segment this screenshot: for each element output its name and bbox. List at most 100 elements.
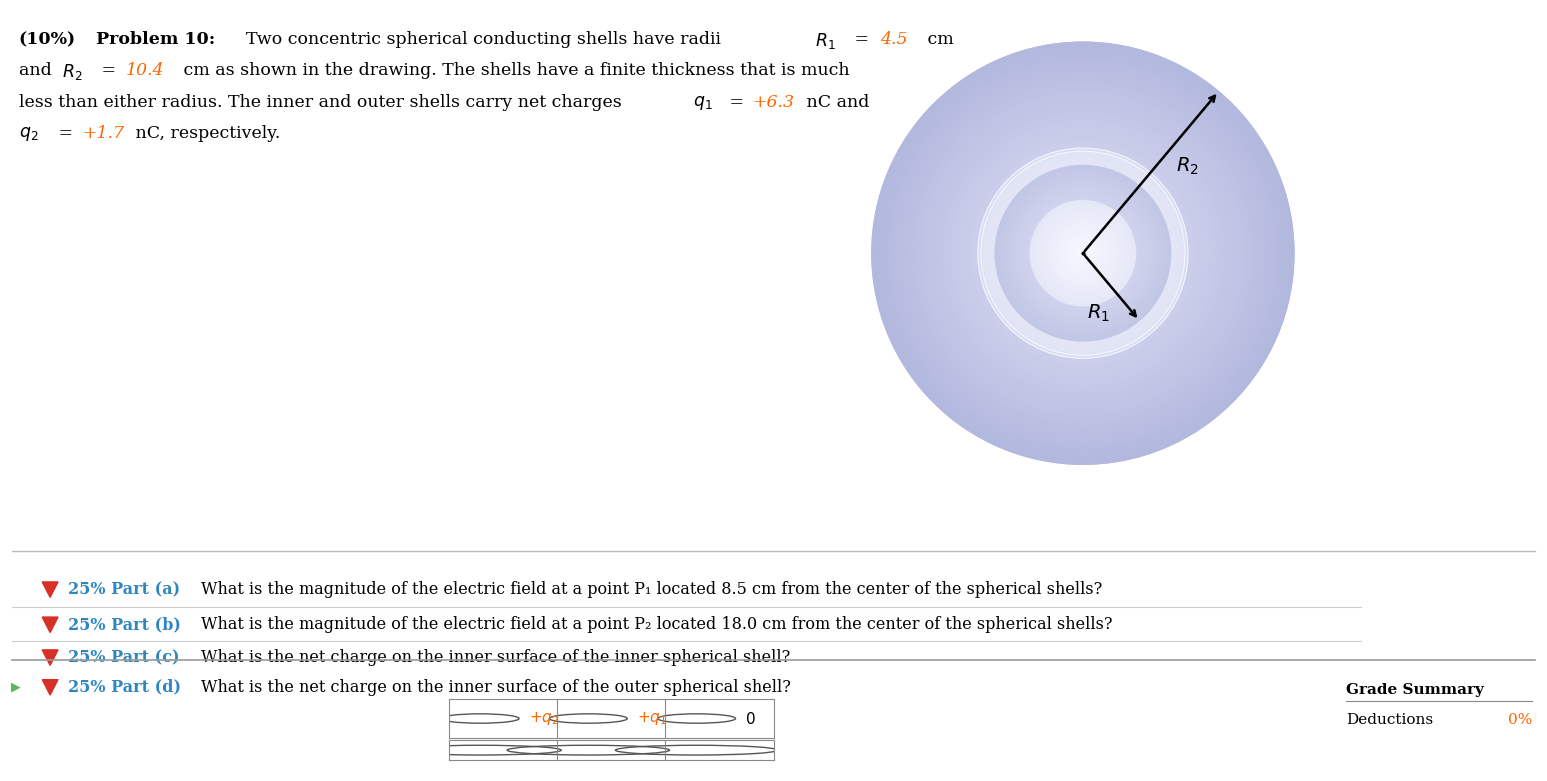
- Circle shape: [1015, 184, 1151, 322]
- Circle shape: [1071, 241, 1095, 266]
- Circle shape: [1050, 220, 1115, 286]
- Circle shape: [1041, 212, 1125, 294]
- Circle shape: [1024, 194, 1142, 312]
- Circle shape: [1018, 189, 1148, 318]
- Circle shape: [919, 88, 1247, 418]
- Circle shape: [1030, 201, 1135, 306]
- Circle shape: [995, 165, 1171, 342]
- Text: $q_2$: $q_2$: [19, 125, 39, 143]
- Circle shape: [962, 132, 1204, 375]
- Circle shape: [899, 69, 1267, 438]
- Circle shape: [1081, 251, 1084, 255]
- Circle shape: [1060, 230, 1106, 277]
- Circle shape: [1078, 249, 1088, 258]
- Circle shape: [1069, 240, 1097, 266]
- Circle shape: [951, 121, 1214, 385]
- Circle shape: [982, 152, 1183, 355]
- Circle shape: [967, 137, 1199, 369]
- Circle shape: [1023, 193, 1143, 313]
- Circle shape: [1071, 241, 1095, 266]
- Circle shape: [1024, 194, 1142, 312]
- Circle shape: [1050, 221, 1115, 285]
- Circle shape: [1043, 214, 1123, 293]
- Circle shape: [1023, 193, 1143, 314]
- Circle shape: [1069, 240, 1097, 266]
- Circle shape: [1061, 231, 1105, 275]
- Circle shape: [1038, 209, 1128, 298]
- Circle shape: [1043, 214, 1123, 293]
- Circle shape: [1036, 207, 1129, 299]
- Circle shape: [928, 99, 1238, 407]
- Text: nC and: nC and: [801, 94, 869, 111]
- Circle shape: [1044, 216, 1122, 291]
- Circle shape: [1060, 230, 1106, 276]
- Circle shape: [922, 92, 1244, 414]
- Circle shape: [944, 113, 1222, 393]
- Circle shape: [954, 124, 1211, 382]
- Circle shape: [1064, 234, 1101, 273]
- Circle shape: [1058, 228, 1108, 278]
- Circle shape: [1061, 231, 1105, 276]
- Circle shape: [941, 111, 1225, 396]
- Circle shape: [1043, 212, 1123, 294]
- Circle shape: [914, 84, 1252, 422]
- Circle shape: [1043, 213, 1123, 293]
- Circle shape: [914, 84, 1252, 422]
- Circle shape: [951, 123, 1214, 384]
- Circle shape: [896, 66, 1270, 441]
- Circle shape: [1036, 206, 1129, 300]
- Text: Problem 10:: Problem 10:: [84, 31, 215, 48]
- Text: What is the magnitude of the electric field at a point P₁ located 8.5 cm from th: What is the magnitude of the electric fi…: [201, 581, 1101, 598]
- Circle shape: [985, 156, 1180, 350]
- Circle shape: [975, 145, 1191, 362]
- Circle shape: [1057, 226, 1109, 280]
- Circle shape: [925, 95, 1241, 412]
- Text: 25% Part (a): 25% Part (a): [68, 581, 179, 598]
- Circle shape: [1007, 177, 1159, 330]
- Circle shape: [903, 74, 1262, 433]
- Circle shape: [931, 102, 1235, 405]
- Circle shape: [896, 66, 1270, 440]
- Circle shape: [1064, 234, 1101, 273]
- Circle shape: [1035, 205, 1131, 302]
- Circle shape: [1077, 246, 1089, 260]
- Circle shape: [1019, 190, 1146, 316]
- Circle shape: [1009, 180, 1157, 327]
- Circle shape: [1061, 232, 1105, 274]
- Circle shape: [1077, 247, 1089, 260]
- Circle shape: [1077, 248, 1089, 259]
- Circle shape: [1038, 208, 1128, 298]
- Text: $+q_1$: $+q_1$: [637, 710, 667, 727]
- Circle shape: [1027, 198, 1139, 308]
- Circle shape: [1029, 200, 1137, 307]
- Circle shape: [1075, 244, 1091, 262]
- Text: and: and: [19, 62, 57, 80]
- Circle shape: [1075, 246, 1091, 261]
- Text: +1.7: +1.7: [82, 125, 124, 142]
- Circle shape: [1052, 222, 1114, 284]
- Circle shape: [893, 63, 1273, 443]
- Circle shape: [1074, 244, 1092, 262]
- Circle shape: [992, 162, 1174, 344]
- Circle shape: [1007, 177, 1159, 329]
- Circle shape: [880, 50, 1286, 456]
- Text: 25% Part (d): 25% Part (d): [68, 679, 181, 696]
- Circle shape: [1081, 252, 1084, 255]
- Circle shape: [982, 153, 1183, 353]
- Text: Grade Summary: Grade Summary: [1346, 683, 1484, 697]
- Circle shape: [925, 95, 1241, 412]
- Circle shape: [933, 103, 1233, 404]
- Circle shape: [922, 93, 1244, 414]
- Circle shape: [1033, 204, 1132, 303]
- Circle shape: [1071, 241, 1095, 265]
- Circle shape: [948, 119, 1217, 387]
- Circle shape: [992, 162, 1174, 344]
- Circle shape: [1030, 201, 1135, 306]
- Text: $R_2$: $R_2$: [62, 62, 82, 83]
- Circle shape: [1012, 181, 1154, 325]
- Circle shape: [998, 169, 1168, 337]
- Circle shape: [1021, 192, 1145, 315]
- Polygon shape: [42, 582, 59, 597]
- Circle shape: [902, 72, 1264, 435]
- Circle shape: [897, 67, 1269, 439]
